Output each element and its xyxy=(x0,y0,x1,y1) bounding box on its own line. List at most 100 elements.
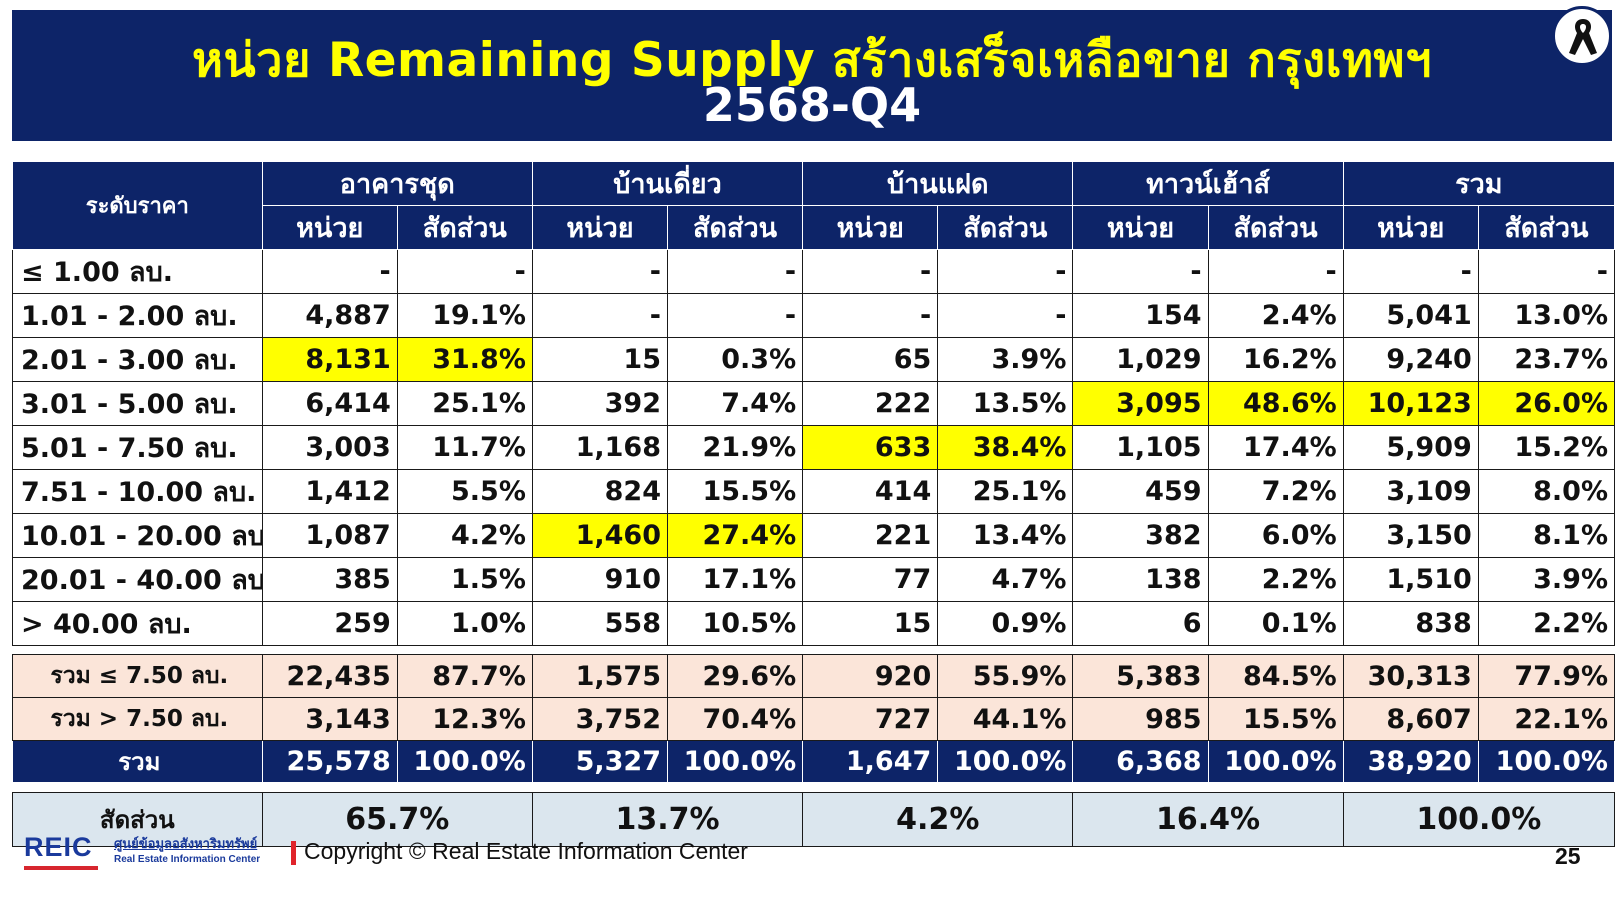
share-cell: 87.7% xyxy=(396,654,533,698)
units-cell: 3,109 xyxy=(1342,469,1479,514)
share-cell: 70.4% xyxy=(666,697,804,741)
share-header: สัดส่วน xyxy=(666,205,804,250)
share-cell: 100.0% xyxy=(1207,740,1344,783)
share-cell: 48.6% xyxy=(1207,381,1344,426)
units-cell: - xyxy=(261,249,398,294)
table-row: ≤ 1.00 ลบ. - - - - - - - - - - xyxy=(12,249,1616,294)
sub-header-row: หน่วย สัดส่วน หน่วย สัดส่วน หน่วย สัดส่ว… xyxy=(13,205,1616,250)
units-cell: 824 xyxy=(531,469,669,514)
share-cell: - xyxy=(666,293,804,338)
share-cell: - xyxy=(1477,249,1616,294)
share-header: สัดส่วน xyxy=(937,205,1074,250)
share-cell: 0.3% xyxy=(666,337,804,382)
title-banner: หน่วย Remaining Supply สร้างเสร็จเหลือขา… xyxy=(12,10,1612,141)
units-cell: 3,095 xyxy=(1072,381,1209,426)
row-label: รวม xyxy=(12,740,263,783)
group-header-twin-house: บ้านแฝด xyxy=(802,161,1074,206)
units-cell: 1,087 xyxy=(261,513,398,558)
units-cell: 6 xyxy=(1072,601,1209,646)
row-spacer xyxy=(12,782,1615,793)
share-cell: 7.4% xyxy=(666,381,804,426)
units-cell: 558 xyxy=(531,601,669,646)
units-cell: 6,414 xyxy=(261,381,398,426)
share-cell: - xyxy=(937,249,1074,294)
page-number: 25 xyxy=(1555,843,1581,869)
units-cell: 1,575 xyxy=(531,654,669,698)
share-cell: - xyxy=(937,293,1074,338)
units-cell: 25,578 xyxy=(261,740,398,783)
table-row: 1.01 - 2.00 ลบ. 4,887 19.1% - - - -154 2.4% 5,04… xyxy=(12,293,1616,338)
share-header: สัดส่วน xyxy=(1207,205,1344,250)
share-cell: 23.7% xyxy=(1477,337,1616,382)
share-cell: 7.2% xyxy=(1207,469,1344,514)
units-cell: 77 xyxy=(802,557,939,602)
share-cell: 15.5% xyxy=(666,469,804,514)
units-cell: 1,460 xyxy=(531,513,669,558)
share-cell: 3.9% xyxy=(1477,557,1616,602)
units-header: หน่วย xyxy=(531,205,669,250)
share-cell: 31.8% xyxy=(396,337,533,382)
table-row: 20.01 - 40.00 ลบ. 385 1.5% 910 17.1% 77 4.7% 13… xyxy=(12,557,1616,602)
units-cell: 38,920 xyxy=(1342,740,1479,783)
units-cell: 414 xyxy=(802,469,939,514)
units-cell: 392 xyxy=(531,381,669,426)
units-cell: 985 xyxy=(1072,697,1209,741)
units-cell: 920 xyxy=(802,654,939,698)
share-cell: 17.4% xyxy=(1207,425,1344,470)
share-cell: 4.2% xyxy=(802,792,1074,847)
page-title: หน่วย Remaining Supply สร้างเสร็จเหลือขา… xyxy=(192,33,1432,88)
footer-divider xyxy=(291,841,296,865)
group-header-townhouse: ทาวน์เฮ้าส์ xyxy=(1072,161,1344,206)
share-cell: 2.4% xyxy=(1207,293,1344,338)
share-cell: 12.3% xyxy=(396,697,533,741)
share-cell: 29.6% xyxy=(666,654,804,698)
units-header: หน่วย xyxy=(1342,205,1479,250)
row-label: 7.51 - 10.00 ลบ. xyxy=(12,469,263,514)
share-cell: 22.1% xyxy=(1477,697,1616,741)
units-cell: 910 xyxy=(531,557,669,602)
share-cell: - xyxy=(1207,249,1344,294)
table-row: 2.01 - 3.00 ลบ. 8,131 31.8% 15 0.3% 65 3.9% 1,0… xyxy=(12,337,1616,382)
units-cell: 5,327 xyxy=(531,740,669,783)
units-cell: 138 xyxy=(1072,557,1209,602)
units-cell: 15 xyxy=(802,601,939,646)
units-cell: 633 xyxy=(802,425,939,470)
share-cell: 3.9% xyxy=(937,337,1074,382)
group-header-row: ระดับราคา อาคารชุด บ้านเดี่ยว บ้านแฝด ทา… xyxy=(12,161,1616,250)
share-cell: 0.1% xyxy=(1207,601,1344,646)
units-cell: 1,510 xyxy=(1342,557,1479,602)
units-cell: 5,383 xyxy=(1072,654,1209,698)
share-cell: 55.9% xyxy=(937,654,1074,698)
units-header: หน่วย xyxy=(261,205,398,250)
table-row: 5.01 - 7.50 ลบ. 3,003 11.7% 1,168 21.9% 633 38… xyxy=(12,425,1616,470)
units-cell: 154 xyxy=(1072,293,1209,338)
share-cell: 25.1% xyxy=(937,469,1074,514)
units-header: หน่วย xyxy=(802,205,939,250)
units-cell: 6,368 xyxy=(1072,740,1209,783)
share-cell: 100.0% xyxy=(666,740,804,783)
reic-logo: REIC xyxy=(24,832,93,862)
price-range-header: ระดับราคา xyxy=(12,161,263,250)
share-cell: 0.9% xyxy=(937,601,1074,646)
units-cell: 30,313 xyxy=(1342,654,1479,698)
subtotal-row: รวม ≤ 7.50 ลบ. 22,435 87.7% 1,575 29.6% 920 55… xyxy=(12,654,1616,698)
group-header-detached-house: บ้านเดี่ยว xyxy=(531,161,804,206)
share-cell: 6.0% xyxy=(1207,513,1344,558)
units-cell: 3,143 xyxy=(261,697,398,741)
share-cell: 13.7% xyxy=(531,792,804,847)
org-name-thai: ศูนย์ข้อมูลอสังหาริมทรัพย์ xyxy=(114,837,258,852)
units-cell: - xyxy=(1072,249,1209,294)
units-cell: 3,752 xyxy=(531,697,669,741)
units-cell: - xyxy=(531,293,669,338)
row-label: รวม > 7.50 ลบ. xyxy=(12,697,263,741)
row-label: ≤ 1.00 ลบ. xyxy=(12,249,263,294)
units-cell: 1,412 xyxy=(261,469,398,514)
org-name-english: Real Estate Information Center xyxy=(114,854,261,865)
share-cell: 100.0% xyxy=(1477,740,1616,783)
table-row: 3.01 - 5.00 ลบ. 6,414 25.1% 392 7.4% 222 13.5%… xyxy=(12,381,1616,426)
share-cell: 100.0% xyxy=(1342,792,1616,847)
units-cell: 385 xyxy=(261,557,398,602)
share-cell: 19.1% xyxy=(396,293,533,338)
share-cell: 11.7% xyxy=(396,425,533,470)
share-cell: 5.5% xyxy=(396,469,533,514)
